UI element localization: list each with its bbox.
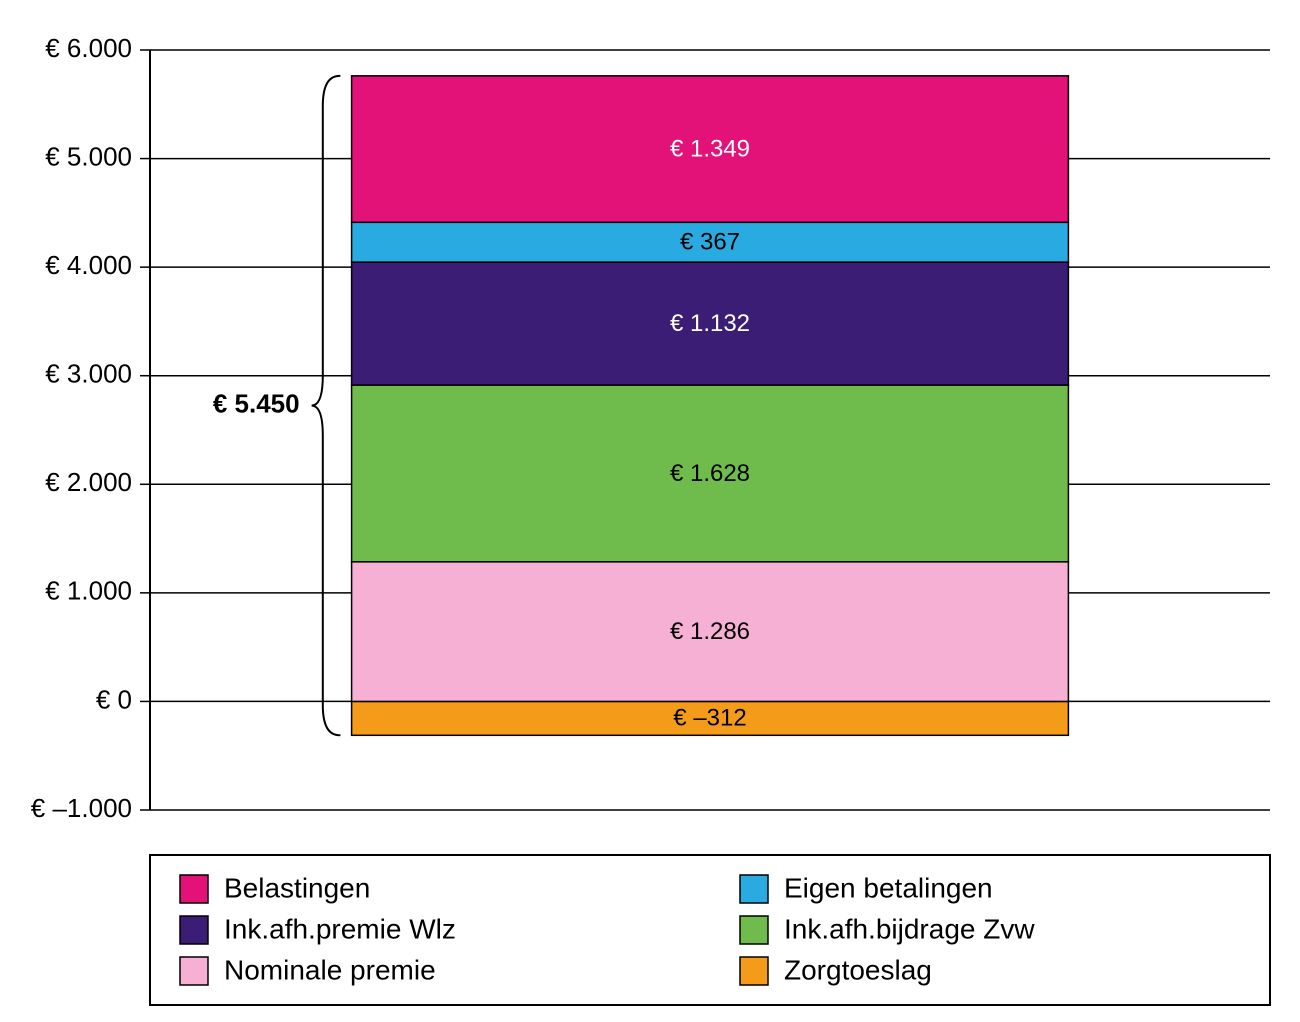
y-tick-label: € 2.000 [45,467,132,497]
legend-label-nominale: Nominale premie [224,954,436,985]
bar-segment-label-inkafh_wlz: € 1.132 [670,310,750,337]
bar-segment-label-inkafh_zvw: € 1.628 [670,460,750,487]
y-tick-label: € 5.000 [45,141,132,171]
legend-label-belastingen: Belastingen [224,872,370,903]
y-tick-label: € 6.000 [45,33,132,63]
total-label: € 5.450 [213,388,300,418]
bar-segment-label-belastingen: € 1.349 [670,135,750,162]
legend-swatch-belastingen [180,875,208,903]
stacked-bar-chart: € –1.000 € 0 € 1.000 € 2.000 € 3.000 € 4.000 €… [0,0,1300,1022]
legend-label-eigen: Eigen betalingen [784,872,993,903]
bar-segment-label-zorgtoeslag: € –312 [673,705,746,732]
total-bracket [312,76,340,735]
legend-swatch-inkafh_wlz [180,916,208,944]
legend-swatch-zorgtoeslag [740,957,768,985]
y-tick-label: € –1.000 [31,793,132,823]
y-tick-label: € 1.000 [45,576,132,606]
legend-label-inkafh_zvw: Ink.afh.bijdrage Zvw [784,913,1035,944]
legend-swatch-inkafh_zvw [740,916,768,944]
y-tick-label: € 3.000 [45,359,132,389]
chart-stage: € –1.000 € 0 € 1.000 € 2.000 € 3.000 € 4.000 €… [0,0,1300,1022]
bar-segment-label-eigen: € 367 [680,229,740,256]
bar-segment-label-nominale: € 1.286 [670,618,750,645]
legend-label-zorgtoeslag: Zorgtoeslag [784,954,932,985]
legend-swatch-eigen [740,875,768,903]
legend-label-inkafh_wlz: Ink.afh.premie Wlz [224,913,456,944]
y-tick-label: € 4.000 [45,250,132,280]
y-tick-label: € 0 [96,684,132,714]
legend-swatch-nominale [180,957,208,985]
